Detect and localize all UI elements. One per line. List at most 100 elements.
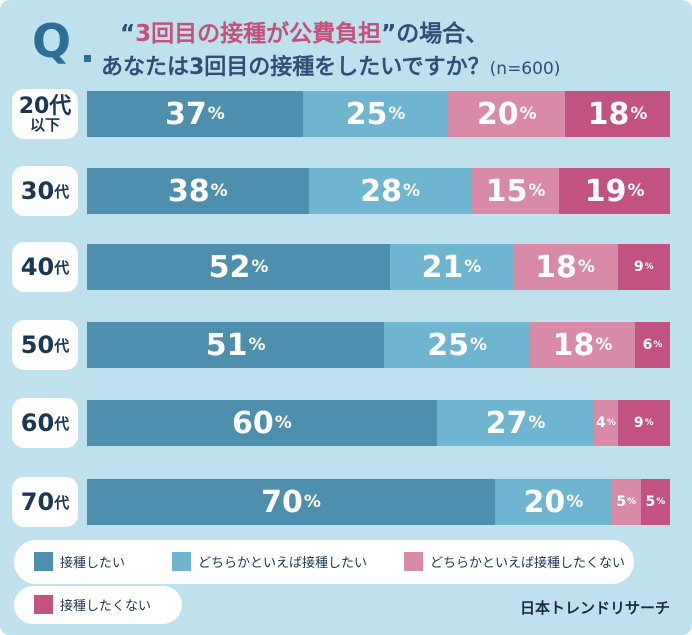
- data-label-percent: %: [403, 181, 421, 201]
- data-label-percent: %: [528, 181, 546, 201]
- bar-segment-2-0: 52%: [87, 244, 391, 290]
- data-label-percent: %: [528, 413, 546, 433]
- data-label-value: 18: [552, 327, 595, 363]
- data-label-percent: %: [251, 257, 269, 277]
- data-label-percent: %: [577, 257, 595, 277]
- data-label-percent: %: [653, 340, 663, 350]
- data-label-percent: %: [606, 418, 616, 428]
- bar-segment-2-3: 9%: [617, 244, 670, 290]
- bar-segment-0-1: 25%: [302, 91, 449, 137]
- data-label-percent: %: [207, 104, 225, 124]
- data-label-value: 37: [164, 96, 207, 132]
- data-label-percent: %: [566, 492, 584, 512]
- data-label-percent: %: [656, 497, 666, 507]
- data-label-percent: %: [388, 104, 406, 124]
- data-label-percent: %: [627, 497, 637, 507]
- age-label-suffix: 代: [54, 182, 70, 201]
- data-label-value: 70: [261, 484, 303, 520]
- bar-segment-1-0: 38%: [87, 168, 309, 214]
- bar-segment-1-2: 15%: [471, 168, 560, 214]
- chart-title-line1: “3回目の接種が公費負担”の場合、: [120, 14, 488, 48]
- legend-swatch-0: [34, 552, 53, 571]
- data-label-value: 5: [616, 494, 627, 510]
- data-label-value: 20: [523, 484, 566, 520]
- age-label-suffix: 代: [54, 336, 70, 355]
- age-label-1: 30 代: [12, 166, 78, 216]
- data-label-value: 15: [485, 173, 528, 209]
- bar-segment-0-2: 20%: [448, 91, 566, 137]
- data-label-value: 52: [208, 249, 251, 285]
- data-label-value: 27: [485, 405, 528, 441]
- bar-segment-3-3: 6%: [635, 322, 670, 368]
- legend-swatch-1: [172, 552, 191, 571]
- age-label-3: 50 代: [12, 320, 78, 370]
- legend: 接種したい どちらかといえば接種したい どちらかといえば接種したくない: [14, 540, 634, 584]
- data-label-value: 9: [633, 259, 644, 275]
- bar-segment-4-1: 27%: [436, 400, 595, 446]
- bar-segment-3-0: 51%: [87, 322, 385, 368]
- legend-item-2: どちらかといえば接種したくない: [404, 552, 625, 571]
- data-label-value: 38: [167, 173, 210, 209]
- bar-segment-3-1: 25%: [384, 322, 531, 368]
- question-mark-q: Q: [32, 14, 72, 68]
- data-label-value: 4: [595, 415, 606, 431]
- data-label-percent: %: [248, 335, 266, 355]
- data-label-value: 5: [645, 494, 656, 510]
- data-label-value: 60: [232, 405, 274, 441]
- age-label-4: 60 代: [12, 398, 78, 448]
- legend-label-2: どちらかといえば接種したくない: [430, 556, 626, 571]
- bar-segment-0-0: 37%: [87, 91, 303, 137]
- age-label-suffix: 代: [54, 414, 70, 433]
- age-label-2: 40 代: [12, 242, 78, 292]
- age-label-number: 50: [20, 331, 55, 359]
- bar-segment-2-1: 21%: [390, 244, 513, 290]
- legend-swatch-2: [404, 552, 423, 571]
- legend-item-1: どちらかといえば接種したい: [172, 552, 367, 571]
- data-label-value: 9: [633, 415, 644, 431]
- bar-segment-4-0: 60%: [87, 400, 437, 446]
- bar-segment-3-2: 18%: [530, 322, 636, 368]
- legend-swatch-3: [34, 595, 53, 614]
- data-label-value: 18: [535, 249, 577, 285]
- source-credit: 日本トレンドリサーチ: [519, 599, 670, 617]
- q-dot-decoration: [84, 55, 91, 62]
- chart-title-line2: あなたは3回目の接種をしたいですか？(n=600): [101, 49, 560, 81]
- title-question: あなたは3回目の接種をしたいですか？: [101, 55, 490, 80]
- data-label-value: 6: [642, 337, 653, 353]
- data-label-percent: %: [630, 104, 648, 124]
- data-label-value: 19: [584, 173, 627, 209]
- data-label-value: 21: [421, 249, 464, 285]
- data-label-value: 28: [360, 173, 402, 209]
- data-label-percent: %: [595, 335, 613, 355]
- data-label-percent: %: [210, 181, 228, 201]
- title-highlight: 3回目の接種が公費負担: [135, 21, 382, 47]
- bar-segment-5-2: 5%: [611, 479, 641, 525]
- legend-item-0: 接種したい: [34, 552, 125, 571]
- bar-segment-1-1: 28%: [308, 168, 472, 214]
- age-label-number: 30: [20, 177, 55, 205]
- data-label-value: 20: [476, 96, 519, 132]
- legend-label-0: 接種したい: [60, 556, 126, 571]
- age-label-suffix: 代: [54, 493, 70, 512]
- age-label-0: 20代 以下: [12, 89, 78, 139]
- data-label-percent: %: [644, 418, 654, 428]
- bar-segment-1-3: 19%: [559, 168, 670, 214]
- data-label-value: 18: [587, 96, 630, 132]
- bar-segment-0-3: 18%: [565, 91, 670, 137]
- data-label-percent: %: [627, 181, 645, 201]
- bar-segment-5-3: 5%: [640, 479, 670, 525]
- age-label-suffix: 代: [54, 258, 70, 277]
- data-label-percent: %: [464, 257, 482, 277]
- age-label-line2: 以下: [29, 115, 60, 134]
- title-close-quote: ”の場合、: [381, 21, 489, 47]
- legend-row2: 接種したくない: [14, 586, 182, 624]
- age-label-number: 60: [20, 409, 55, 437]
- legend-label-3: 接種したくない: [60, 599, 152, 614]
- bar-segment-4-2: 4%: [594, 400, 618, 446]
- title-open-quote: “: [120, 21, 136, 47]
- bar-segment-5-1: 20%: [495, 479, 612, 525]
- age-label-number: 70: [20, 488, 55, 516]
- data-label-percent: %: [519, 104, 537, 124]
- data-label-value: 25: [427, 327, 470, 363]
